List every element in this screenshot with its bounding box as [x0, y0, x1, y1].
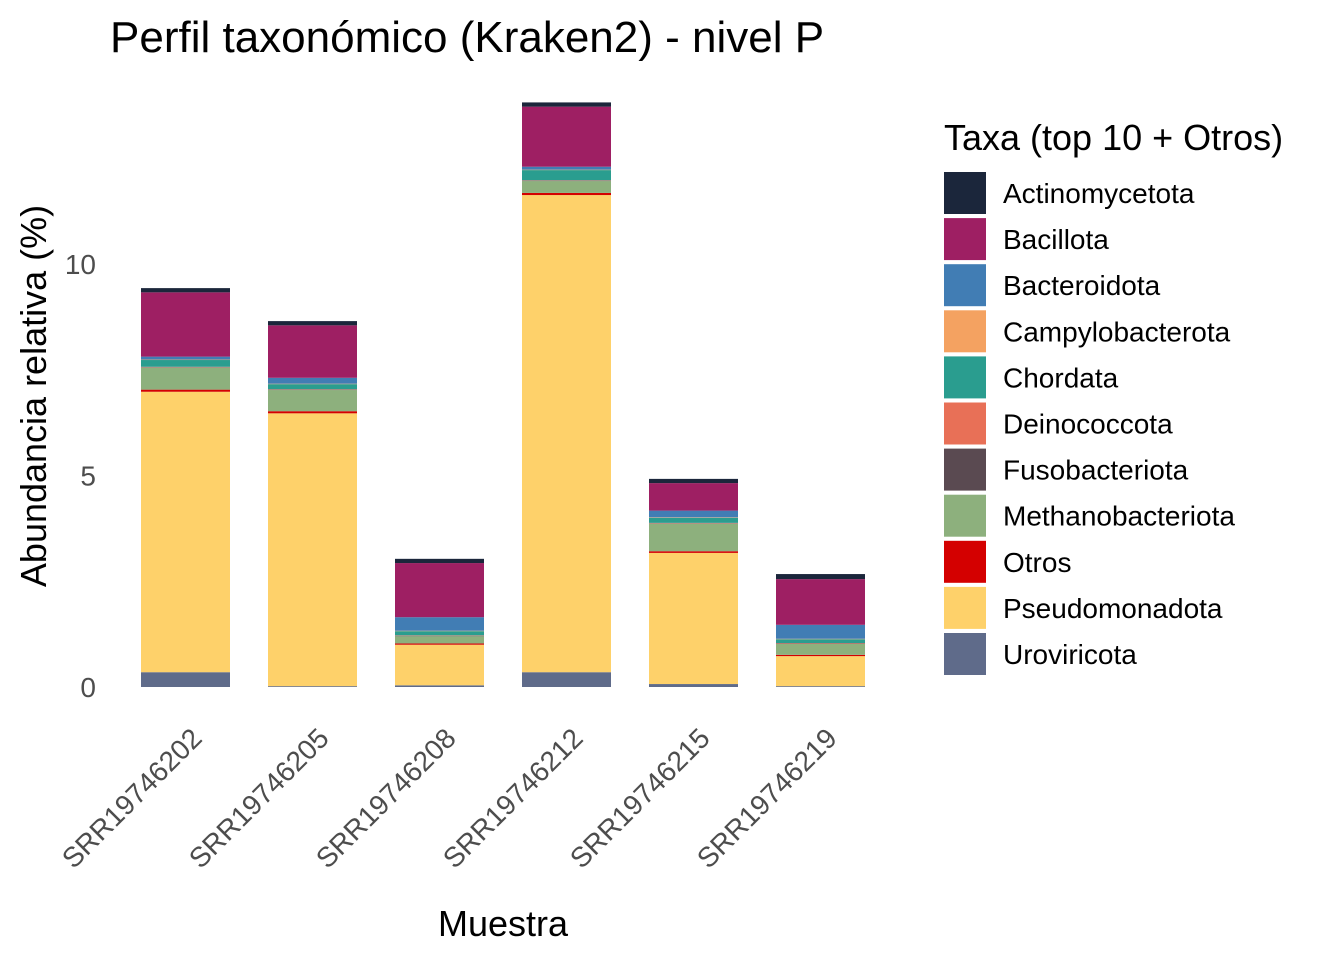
bar-segment-otros — [141, 389, 230, 392]
bar-segment-uroviricota — [395, 685, 484, 687]
bar-segment-chordata — [649, 517, 738, 523]
legend-label: Methanobacteriota — [1003, 501, 1235, 532]
bar-segment-actinomycetota — [141, 288, 230, 293]
bar-segment-bacillota — [395, 563, 484, 618]
bar-segment-uroviricota — [268, 686, 357, 687]
legend-swatch — [944, 448, 986, 491]
legend-item-chordata: Chordata — [944, 356, 1119, 399]
y-tick-label: 10 — [65, 249, 96, 280]
bar-segment-uroviricota — [776, 686, 865, 687]
bar-segment-bacillota — [776, 579, 865, 625]
legend-item-bacillota: Bacillota — [944, 218, 1109, 261]
x-axis-ticks: SRR19746202SRR19746205SRR19746208SRR1974… — [56, 722, 843, 874]
legend-label: Bacillota — [1003, 224, 1109, 255]
bar-stack-srr19746212 — [522, 102, 611, 687]
bar-segment-methanobacteriota — [395, 636, 484, 644]
legend-item-pseudomonadota: Pseudomonadota — [944, 586, 1223, 629]
bar-stack-srr19746215 — [649, 478, 738, 687]
legend-swatch — [944, 494, 986, 537]
legend-title: Taxa (top 10 + Otros) — [944, 117, 1283, 158]
legend-label: Uroviricota — [1003, 639, 1137, 670]
bar-segment-methanobacteriota — [522, 181, 611, 193]
bar-stack-srr19746219 — [776, 574, 865, 687]
bar-segment-bacteroidota — [268, 377, 357, 384]
bar-segment-uroviricota — [141, 672, 230, 687]
y-tick-label: 5 — [80, 461, 96, 492]
bar-segment-chordata — [268, 384, 357, 390]
bar-segment-bacillota — [141, 292, 230, 357]
bar-stack-srr19746205 — [268, 321, 357, 687]
legend-item-bacteroidota: Bacteroidota — [944, 264, 1161, 307]
bar-segment-otros — [522, 192, 611, 196]
bar-segment-pseudomonadota — [522, 195, 611, 673]
bar-stack-srr19746202 — [141, 288, 230, 687]
bar-segment-bacteroidota — [776, 624, 865, 639]
legend-item-uroviricota: Uroviricota — [944, 633, 1137, 675]
legend-item-campylobacterota: Campylobacterota — [944, 310, 1231, 353]
legend-label: Actinomycetota — [1003, 178, 1195, 209]
y-tick-label: 0 — [80, 672, 96, 703]
chart-title: Perfil taxonómico (Kraken2) - nivel P — [110, 13, 824, 62]
legend-label: Pseudomonadota — [1003, 593, 1223, 624]
x-axis-title: Muestra — [438, 903, 569, 944]
bar-segment-actinomycetota — [649, 478, 738, 484]
bar-segment-methanobacteriota — [776, 643, 865, 655]
bar-segment-methanobacteriota — [141, 367, 230, 390]
bar-segment-otros — [776, 654, 865, 657]
legend-swatch — [944, 402, 986, 445]
bar-segment-bacteroidota — [649, 510, 738, 518]
bar-segment-chordata — [776, 639, 865, 644]
bar-stack-srr19746208 — [395, 558, 484, 687]
bar-segment-uroviricota — [649, 684, 738, 687]
legend-swatch — [944, 540, 986, 583]
bar-segment-chordata — [522, 170, 611, 181]
bar-segment-bacillota — [268, 325, 357, 378]
legend-label: Otros — [1003, 547, 1071, 578]
bar-segment-chordata — [395, 631, 484, 636]
bar-segment-actinomycetota — [522, 102, 611, 107]
legend-label: Campylobacterota — [1003, 316, 1231, 347]
bar-segment-pseudomonadota — [141, 391, 230, 673]
legend-swatch — [944, 633, 986, 675]
legend-swatch — [944, 264, 986, 307]
y-axis-ticks: 0 5 10 — [65, 249, 96, 703]
bar-segment-bacteroidota — [522, 166, 611, 170]
legend-label: Chordata — [1003, 362, 1119, 393]
legend-swatch — [944, 310, 986, 353]
bar-segment-otros — [649, 551, 738, 553]
bar-segment-bacteroidota — [141, 356, 230, 360]
bar-segment-chordata — [141, 360, 230, 367]
legend-swatch — [944, 172, 986, 214]
y-axis-title: Abundancia relativa (%) — [13, 205, 54, 587]
bar-segment-pseudomonadota — [776, 656, 865, 687]
bar-segment-uroviricota — [522, 672, 611, 687]
bar-segment-actinomycetota — [395, 558, 484, 564]
bar-segment-pseudomonadota — [268, 413, 357, 687]
legend-label: Fusobacteriota — [1003, 455, 1189, 486]
legend-label: Bacteroidota — [1003, 270, 1161, 301]
legend-item-fusobacteriota: Fusobacteriota — [944, 448, 1189, 491]
bar-segment-methanobacteriota — [268, 390, 357, 412]
legend: Actinomycetota Bacillota Bacteroidota Campy… — [944, 172, 1235, 675]
legend-label: Deinococcota — [1003, 409, 1173, 440]
bar-segment-pseudomonadota — [395, 644, 484, 686]
legend-item-methanobacteriota: Methanobacteriota — [944, 494, 1235, 537]
bar-segment-bacteroidota — [395, 617, 484, 631]
bar-segment-methanobacteriota — [649, 523, 738, 552]
bar-segment-bacillota — [522, 106, 611, 167]
bar-segment-otros — [395, 643, 484, 645]
legend-item-deinococcota: Deinococcota — [944, 402, 1173, 445]
legend-swatch — [944, 356, 986, 399]
bars-group — [141, 102, 865, 687]
bar-segment-otros — [268, 411, 357, 414]
legend-swatch — [944, 218, 986, 261]
bar-segment-actinomycetota — [776, 574, 865, 580]
bar-segment-actinomycetota — [268, 321, 357, 326]
legend-item-actinomycetota: Actinomycetota — [944, 172, 1195, 214]
legend-item-otros: Otros — [944, 540, 1071, 583]
legend-swatch — [944, 586, 986, 629]
bar-segment-bacillota — [649, 483, 738, 511]
bar-segment-pseudomonadota — [649, 552, 738, 685]
